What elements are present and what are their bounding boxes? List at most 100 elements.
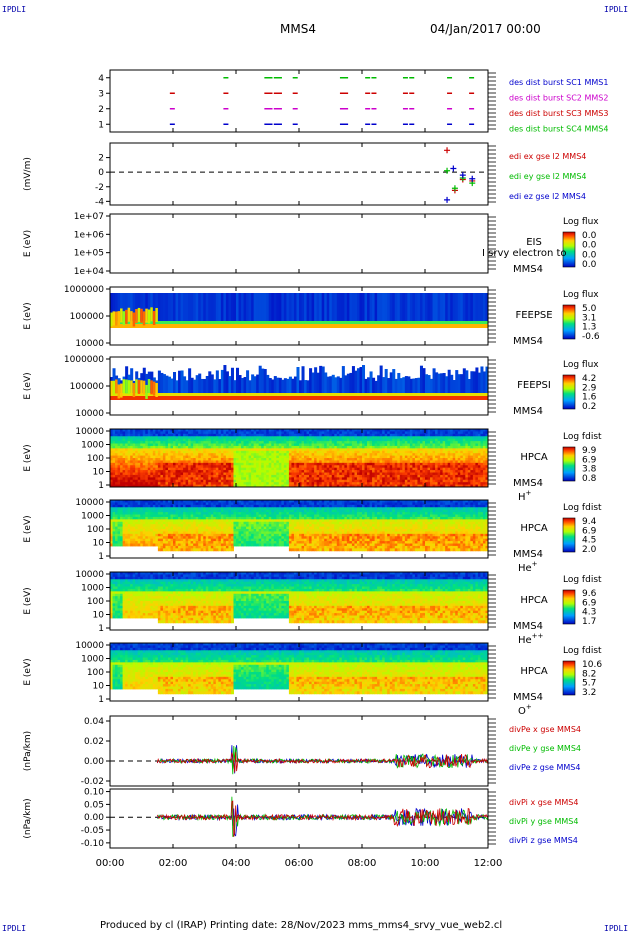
heatmap-cell (377, 396, 381, 400)
heatmap-cell (160, 462, 164, 466)
heatmap-cell (200, 458, 204, 461)
heatmap-cell (165, 450, 169, 454)
heatmap-cell (472, 324, 476, 328)
heatmap-cell (170, 484, 174, 488)
heatmap-cell (437, 293, 441, 321)
heatmap-cell (238, 321, 242, 324)
heatmap-cell (341, 366, 345, 393)
heatmap-cell (316, 372, 320, 393)
heatmap-cell (167, 474, 171, 478)
heatmap-cell (470, 393, 474, 396)
heatmap-cell (210, 324, 214, 328)
heatmap-cell (432, 321, 436, 324)
heatmap-cell (374, 380, 378, 393)
heatmap-cell (185, 448, 189, 452)
heatmap-cell (135, 472, 139, 476)
heatmap-cell (193, 396, 197, 400)
heatmap-cell (127, 470, 131, 473)
heatmap-cell (137, 458, 141, 461)
heatmap-cell (147, 477, 151, 481)
heatmap-cell (394, 321, 398, 324)
heatmap-cell (407, 396, 411, 400)
heatmap-cell (127, 448, 131, 452)
heatmap-cell (180, 324, 184, 328)
heatmap-cell (112, 368, 116, 393)
heatmap-cell (210, 321, 214, 324)
heatmap-cell (200, 441, 204, 444)
heatmap-cell (190, 431, 194, 435)
heatmap-cell (195, 479, 199, 483)
heatmap-cell (117, 479, 121, 483)
heatmap-cell (185, 321, 189, 324)
heatmap-cell (135, 455, 139, 459)
heatmap-cell (304, 324, 308, 328)
heatmap-cell (367, 293, 371, 321)
heatmap-cell (183, 393, 187, 396)
heatmap-cell (341, 324, 345, 328)
heatmap-cell (110, 312, 114, 327)
heatmap-cell (127, 450, 131, 454)
heatmap-cell (220, 321, 224, 324)
heatmap-cell (447, 293, 451, 321)
heatmap-cell (170, 479, 174, 483)
heatmap-cell (198, 460, 202, 464)
heatmap-cell (477, 293, 481, 321)
heatmap-cell (117, 458, 121, 461)
heatmap-cell (145, 453, 149, 457)
heatmap-cell (120, 462, 124, 466)
heatmap-cell (437, 393, 441, 396)
heatmap-cell (142, 433, 146, 437)
heatmap-cell (125, 482, 129, 486)
y-tick-label: 1000000 (64, 285, 104, 295)
heatmap-cell (248, 393, 252, 396)
heatmap-cell (167, 465, 171, 469)
heatmap-cell (472, 293, 476, 321)
heatmap-cell (193, 484, 197, 488)
heatmap-cell (485, 324, 489, 328)
heatmap-cell (180, 396, 184, 400)
heatmap-cell (470, 396, 474, 400)
heatmap-cell (170, 450, 174, 454)
heatmap-cell (173, 460, 177, 464)
heatmap-cell (150, 453, 154, 457)
heatmap-cell (185, 462, 189, 466)
heatmap-cell (190, 467, 194, 471)
heatmap-cell (145, 462, 149, 466)
colorbar-title: Log flux (563, 360, 599, 370)
heatmap-cell (112, 311, 116, 326)
heatmap-cell (132, 448, 136, 452)
heatmap-cell (178, 433, 182, 437)
heatmap-cell (291, 293, 295, 321)
heatmap-cell (152, 479, 156, 483)
heatmap-cell (195, 477, 199, 481)
heatmap-cell (173, 465, 177, 469)
heatmap-cell (304, 396, 308, 400)
heatmap-cell (170, 470, 174, 473)
heatmap-cell (130, 433, 134, 437)
heatmap-cell (455, 393, 459, 396)
heatmap-cell (160, 431, 164, 435)
heatmap-cell (112, 443, 116, 447)
heatmap-cell (160, 472, 164, 476)
heatmap-cell (389, 393, 393, 396)
heatmap-cell (467, 324, 471, 328)
heatmap-cell (178, 479, 182, 483)
colorbar-title: Log flux (563, 217, 599, 227)
heatmap-cell (165, 477, 169, 481)
heatmap-cell (137, 450, 141, 454)
heatmap-cell (175, 448, 179, 452)
heatmap-cell (130, 460, 134, 464)
heatmap-cell (155, 445, 159, 449)
y-tick-label: 10 (93, 468, 105, 478)
heatmap-cell (185, 465, 189, 469)
heatmap-cell (293, 293, 297, 321)
heatmap-cell (198, 443, 202, 447)
heatmap-cell (152, 458, 156, 461)
heatmap-cell (120, 460, 124, 464)
y-tick-label: 1e+05 (74, 249, 104, 259)
legend-entry: des dist burst SC3 MMS3 (509, 109, 608, 118)
heatmap-cell (208, 448, 212, 452)
heatmap-cell (147, 470, 151, 473)
heatmap-cell (183, 431, 187, 435)
